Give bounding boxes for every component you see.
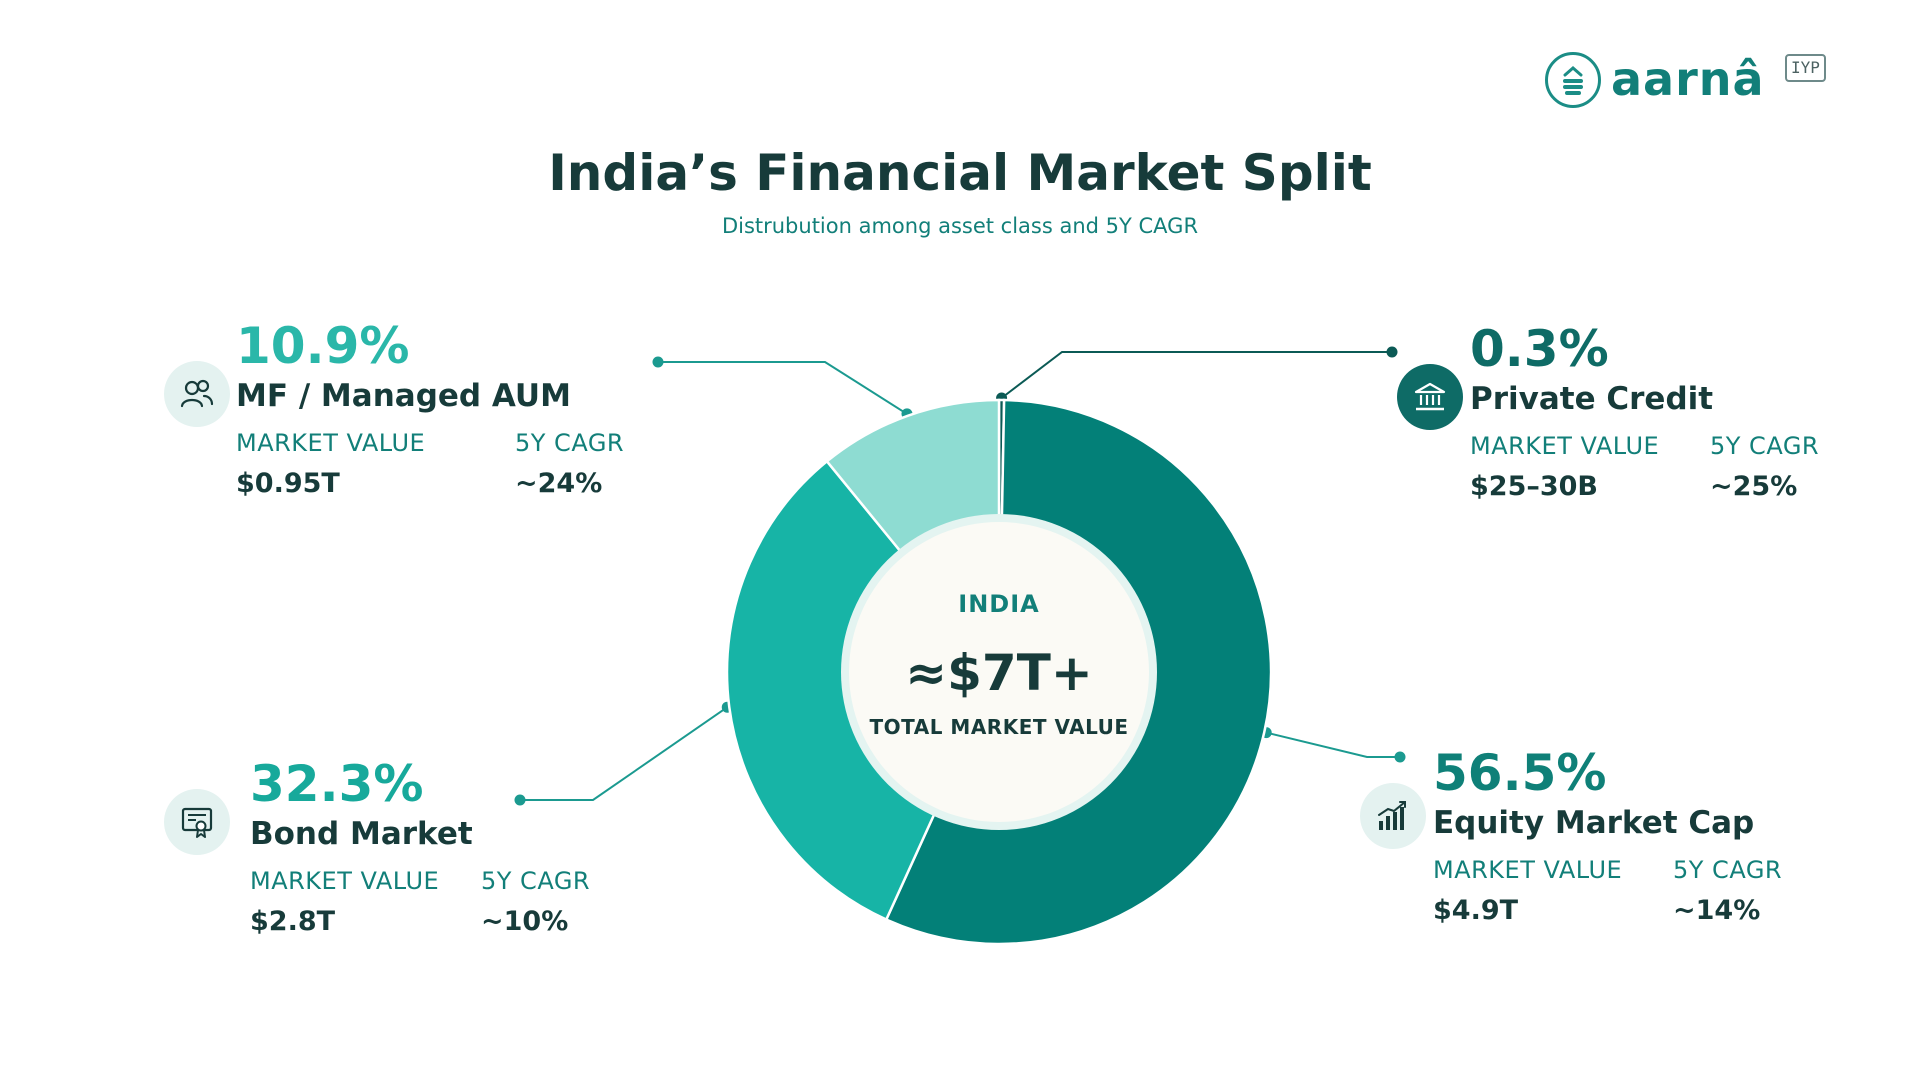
private-credit-cagr: 5Y CAGR ~25% xyxy=(1710,429,1819,507)
private-credit-name: Private Credit xyxy=(1470,381,1714,417)
private-credit-market-value-amount: $25–30B xyxy=(1470,471,1599,502)
market-value-label: MARKET VALUE xyxy=(236,429,426,457)
private-credit-icon-badge xyxy=(1397,364,1463,430)
connector-mf-managed-aum xyxy=(658,361,908,415)
page-title: India’s Financial Market Split xyxy=(548,144,1372,202)
bank-icon xyxy=(1414,382,1446,411)
center-total-value: ≈$7T+ xyxy=(905,644,1092,702)
mf-cagr-amount: ~24% xyxy=(515,468,603,499)
center-top-label: INDIA xyxy=(958,590,1039,618)
connector-dot-bond-market-end xyxy=(514,794,526,806)
bond-market-value: MARKET VALUE $2.8T xyxy=(250,864,439,942)
mf-cagr: 5Y CAGR ~24% xyxy=(515,426,624,504)
mf-stats: MARKET VALUE $0.95T 5Y CAGR ~24% xyxy=(236,426,624,516)
callout-mf-managed-aum: 10.9% MF / Managed AUM MARKET VALUE $0.9… xyxy=(236,316,624,516)
brand-badge: IYP xyxy=(1785,54,1826,82)
cagr-label: 5Y CAGR xyxy=(1710,432,1820,460)
equity-share: 56.5% xyxy=(1433,744,1607,802)
private-credit-cagr-amount: ~25% xyxy=(1710,471,1798,502)
private-credit-market-value: MARKET VALUE $25–30B xyxy=(1470,429,1659,507)
connector-private-credit xyxy=(1000,351,1392,399)
bond-stats: MARKET VALUE $2.8T 5Y CAGR ~10% xyxy=(250,864,590,954)
private-credit-stats: MARKET VALUE $25–30B 5Y CAGR ~25% xyxy=(1470,429,1819,519)
equity-stats: MARKET VALUE $4.9T 5Y CAGR ~14% xyxy=(1433,853,1782,943)
bond-cagr: 5Y CAGR ~10% xyxy=(481,864,590,942)
bond-share: 32.3% xyxy=(250,755,424,813)
cagr-label: 5Y CAGR xyxy=(481,867,591,895)
bond-cagr-amount: ~10% xyxy=(481,906,569,937)
equity-market-value-amount: $4.9T xyxy=(1433,895,1519,926)
connector-bond-market xyxy=(520,706,728,801)
market-value-label: MARKET VALUE xyxy=(250,867,440,895)
cagr-label: 5Y CAGR xyxy=(515,429,625,457)
users-icon xyxy=(180,379,214,408)
cagr-label: 5Y CAGR xyxy=(1673,856,1783,884)
brand-logo: aarnâ IYP xyxy=(1545,46,1845,116)
donut-segments xyxy=(725,398,1273,946)
mf-icon-badge xyxy=(164,361,230,427)
equity-icon-badge xyxy=(1360,783,1426,849)
bond-market-value-amount: $2.8T xyxy=(250,906,336,937)
center-disc xyxy=(849,522,1149,822)
connector-dot-private-credit-end xyxy=(1386,346,1398,358)
mf-name: MF / Managed AUM xyxy=(236,378,571,414)
mf-share: 10.9% xyxy=(236,317,410,375)
mf-market-value: MARKET VALUE $0.95T xyxy=(236,426,425,504)
market-value-label: MARKET VALUE xyxy=(1470,432,1660,460)
callout-equity-market-cap: 56.5% Equity Market Cap MARKET VALUE $4.… xyxy=(1433,743,1782,943)
mf-market-value-amount: $0.95T xyxy=(236,468,340,499)
equity-cagr-amount: ~14% xyxy=(1673,895,1761,926)
equity-market-value: MARKET VALUE $4.9T xyxy=(1433,853,1622,931)
private-credit-share: 0.3% xyxy=(1470,320,1609,378)
logo-mark-icon xyxy=(1545,52,1601,108)
market-value-label: MARKET VALUE xyxy=(1433,856,1623,884)
certificate-icon xyxy=(181,807,213,838)
page-subtitle: Distrubution among asset class and 5Y CA… xyxy=(721,214,1199,238)
equity-name: Equity Market Cap xyxy=(1433,805,1755,841)
callout-bond-market: 32.3% Bond Market MARKET VALUE $2.8T 5Y … xyxy=(250,754,590,954)
connector-equity-market-cap xyxy=(1265,731,1400,758)
bar-chart-growth-icon xyxy=(1378,801,1406,830)
equity-cagr: 5Y CAGR ~14% xyxy=(1673,853,1782,931)
bond-name: Bond Market xyxy=(250,816,473,852)
connector-dot-equity-market-cap-end xyxy=(1394,751,1406,763)
callout-private-credit: 0.3% Private Credit MARKET VALUE $25–30B… xyxy=(1470,319,1819,519)
brand-name: aarnâ xyxy=(1611,52,1765,106)
bond-icon-badge xyxy=(164,789,230,855)
center-bottom-label: TOTAL MARKET VALUE xyxy=(870,715,1129,739)
connector-dot-mf-managed-aum-end xyxy=(652,356,664,368)
